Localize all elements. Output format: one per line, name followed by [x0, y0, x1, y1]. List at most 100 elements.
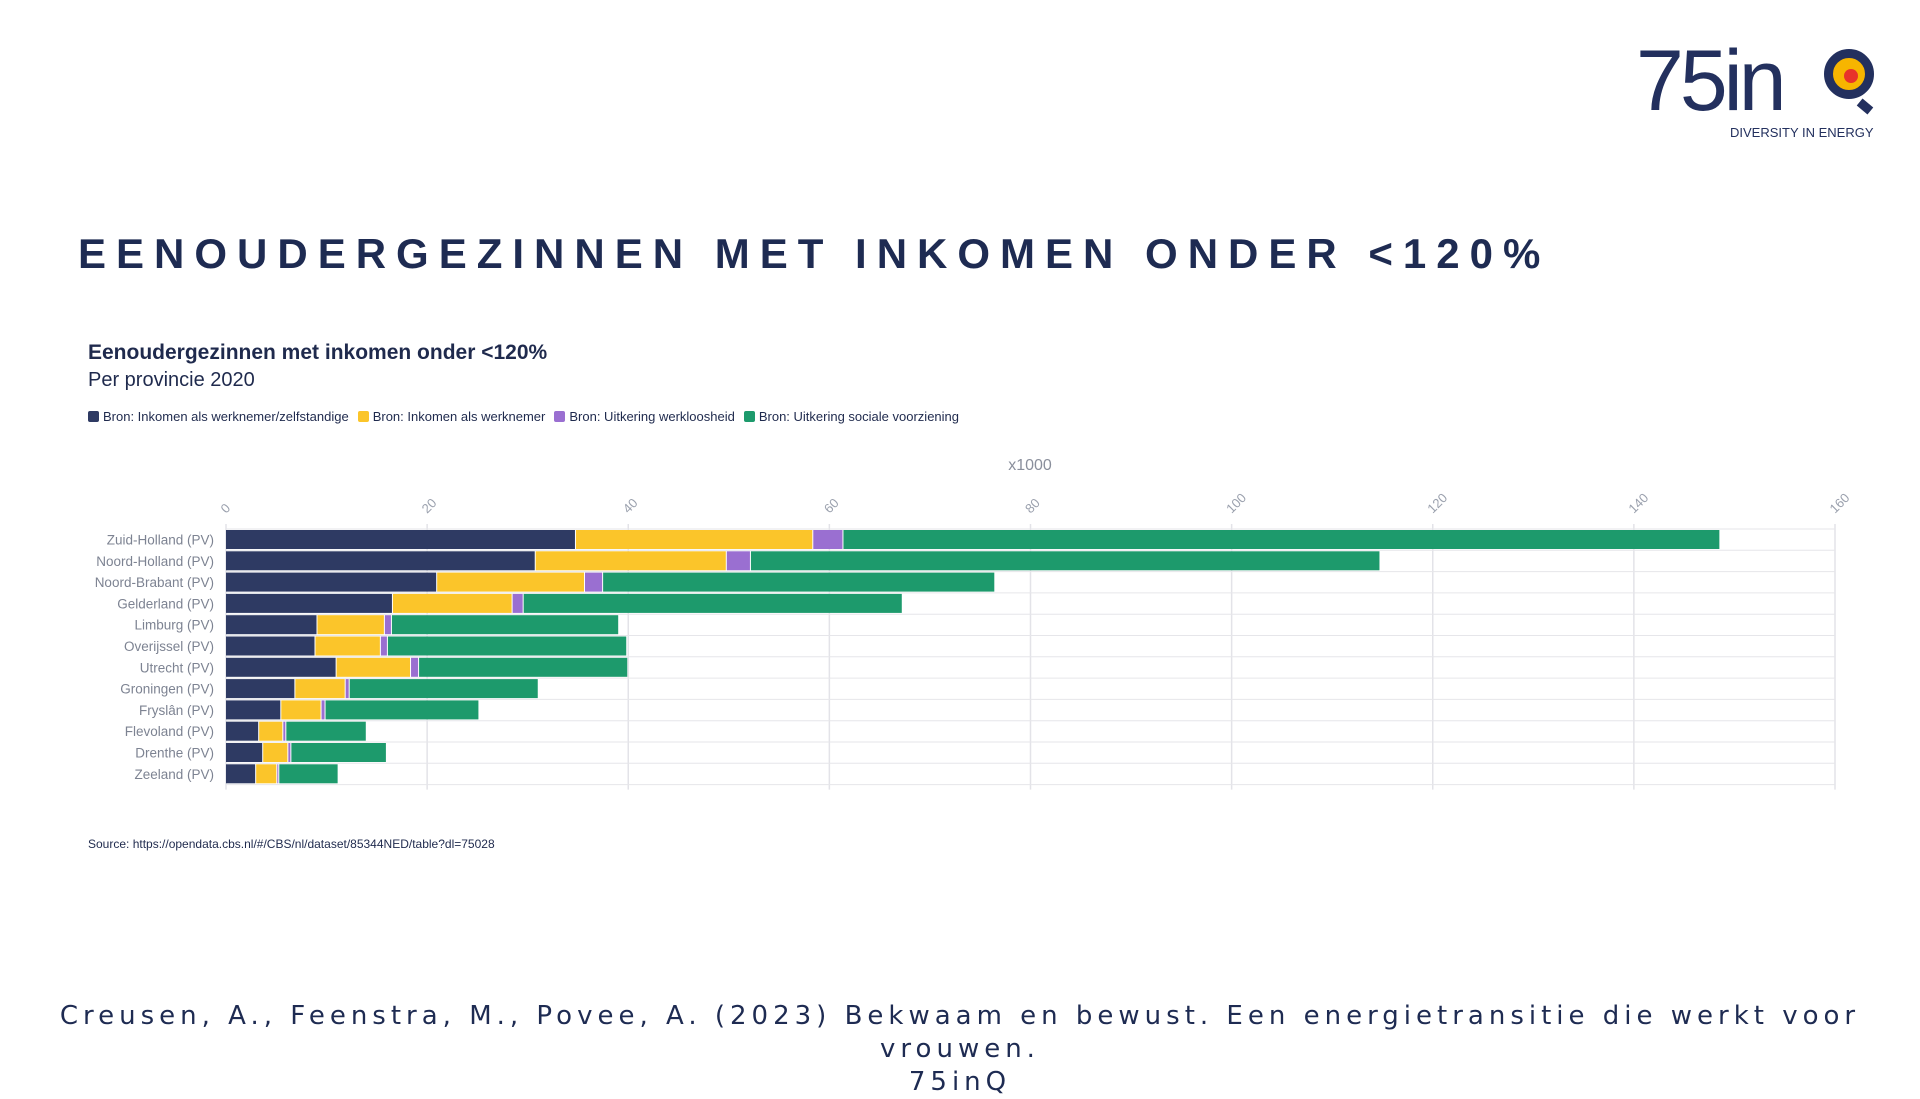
category-label: Zuid-Holland (PV)	[107, 533, 214, 548]
citation-line-1: Creusen, A., Feenstra, M., Povee, A. (20…	[59, 1001, 1861, 1064]
bar-segment	[226, 593, 392, 613]
legend-swatch-series-3	[554, 411, 566, 422]
bar-segment	[259, 721, 283, 741]
bar-segment	[256, 764, 277, 784]
brand-logo: 75in DIVERSITY IN ENERGY	[1636, 38, 1886, 144]
legend-label-series-1: Bron: Inkomen als werknemer/zelfstandige	[103, 409, 349, 424]
bar-segment	[387, 636, 627, 656]
bar-segment	[226, 721, 259, 741]
category-label: Noord-Holland (PV)	[96, 554, 214, 569]
bar-segment	[349, 679, 538, 699]
bar-segment	[317, 615, 384, 635]
category-label: Noord-Brabant (PV)	[95, 575, 214, 590]
bar-segment	[226, 572, 437, 592]
bar-segment	[315, 636, 380, 656]
bar-segment	[750, 551, 1380, 571]
bar-segment	[226, 700, 281, 720]
category-label: Overijssel (PV)	[124, 639, 214, 654]
category-label: Groningen (PV)	[120, 682, 214, 697]
bar-segment	[226, 657, 336, 677]
x-tick-label: 40	[620, 495, 641, 516]
legend-swatch-series-4	[743, 411, 755, 422]
bar-segment	[336, 657, 411, 677]
x-tick-label: 140	[1625, 490, 1651, 516]
chart-title: Eenoudergezinnen met inkomen onder <120%	[88, 341, 548, 364]
legend-label-series-2: Bron: Inkomen als werknemer	[372, 409, 546, 424]
bar-segment	[585, 572, 603, 592]
x-tick-label: 60	[821, 495, 842, 516]
category-label: Limburg (PV)	[134, 618, 214, 633]
bar-segment	[380, 636, 387, 656]
x-tick-label: 100	[1223, 490, 1249, 516]
category-label-layer: Zuid-Holland (PV) Noord-Holland (PV) Noord…	[95, 533, 214, 782]
bar-segment	[391, 615, 619, 635]
x-tick-label: 160	[1827, 490, 1853, 516]
x-tick-label: 80	[1022, 495, 1043, 516]
bar-segment	[226, 679, 295, 699]
legend-item-series-1[interactable]: Bron: Inkomen als werknemer/zelfstandige	[88, 409, 349, 424]
bar-segment	[419, 657, 628, 677]
bar-segment	[291, 743, 386, 762]
legend-swatch-series-2	[357, 411, 369, 422]
bar-segment	[603, 572, 995, 592]
bar-segment	[226, 636, 315, 656]
x-tick-label: 20	[419, 495, 440, 516]
bar-segment	[226, 764, 256, 784]
bar-segment	[392, 593, 512, 613]
chart-legend: Bron: Inkomen als werknemer/zelfstandige…	[88, 409, 959, 424]
logo-q-dot	[1844, 69, 1858, 83]
category-label: Drenthe (PV)	[135, 746, 214, 761]
bar-segment	[535, 551, 726, 571]
bar-segment	[843, 530, 1720, 549]
bar-segment	[726, 551, 750, 571]
citation: Creusen, A., Feenstra, M., Povee, A. (20…	[0, 1000, 1920, 1099]
x-tick-label: 120	[1424, 490, 1450, 516]
bar-segment	[411, 657, 419, 677]
bar-segment	[813, 530, 843, 549]
legend-item-series-3[interactable]: Bron: Uitkering werkloosheid	[554, 409, 735, 424]
bar-segment	[295, 679, 345, 699]
stacked-bar-chart: x1000 0 20 40 60 80 100 120 140 160 Zuid-Holland…	[95, 457, 1853, 790]
bar-segment	[226, 530, 575, 549]
bar-segment	[437, 572, 585, 592]
bar-segment	[325, 700, 479, 720]
legend-item-series-4[interactable]: Bron: Uitkering sociale voorziening	[743, 409, 959, 424]
bar-segment	[281, 700, 321, 720]
logo-q-tail	[1856, 98, 1874, 115]
x-tick-layer: 0 20 40 60 80 100 120 140 160	[218, 490, 1853, 516]
bar-segment	[288, 743, 291, 762]
slide-title: EENOUDERGEZINNEN MET INKOMEN ONDER <120%	[78, 230, 1551, 277]
category-label: Utrecht (PV)	[140, 660, 214, 675]
bar-segment	[226, 743, 263, 762]
bar-segment	[277, 764, 279, 784]
bar-segment	[226, 551, 535, 571]
bar-segment	[226, 615, 317, 635]
chart-subtitle: Per provincie 2020	[88, 369, 255, 391]
logo-tagline: DIVERSITY IN ENERGY	[1730, 125, 1874, 140]
logo-q-icon	[1824, 49, 1874, 99]
bar-segment	[575, 530, 813, 549]
bar-layer	[226, 530, 1720, 784]
citation-line-2: 75inQ	[908, 1067, 1012, 1097]
bar-segment	[384, 615, 391, 635]
x-tick-label: 0	[218, 500, 234, 516]
bar-segment	[321, 700, 325, 720]
axis-unit-label: x1000	[1008, 457, 1052, 474]
bar-segment	[523, 593, 902, 613]
bar-segment	[286, 721, 366, 741]
legend-label-series-4: Bron: Uitkering sociale voorziening	[758, 409, 959, 424]
legend-label-series-3: Bron: Uitkering werkloosheid	[569, 409, 735, 424]
category-label: Fryslân (PV)	[139, 703, 214, 718]
bar-segment	[345, 679, 349, 699]
bar-segment	[263, 743, 288, 762]
legend-item-series-2[interactable]: Bron: Inkomen als werknemer	[357, 409, 546, 424]
category-label: Zeeland (PV)	[134, 767, 214, 782]
bar-segment	[512, 593, 523, 613]
category-label: Gelderland (PV)	[117, 596, 214, 611]
logo-wordmark: 75in	[1636, 33, 1787, 129]
source-note: Source: https://opendata.cbs.nl/#/CBS/nl…	[88, 837, 495, 851]
category-label: Flevoland (PV)	[125, 724, 214, 739]
legend-swatch-series-1	[88, 411, 99, 422]
bar-segment	[283, 721, 286, 741]
bar-segment	[279, 764, 338, 784]
